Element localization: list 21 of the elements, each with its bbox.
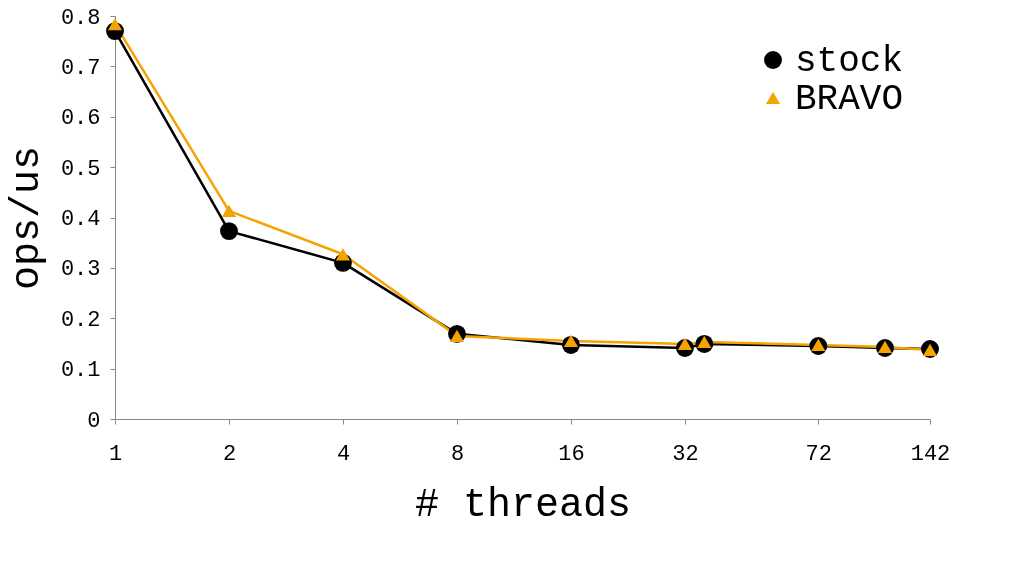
y-tick-label: 0.7 <box>60 55 101 81</box>
x-tick-label: 8 <box>450 441 465 467</box>
y-axis-title: ops/us <box>4 145 50 291</box>
y-tick-label: 0.4 <box>60 207 101 232</box>
y-tick-label: 0.8 <box>60 5 101 31</box>
y-tick-label: 0.3 <box>60 257 101 283</box>
x-tick-label: 1 <box>108 441 123 467</box>
x-tick-label: 16 <box>558 441 585 467</box>
x-tick-label: 142 <box>910 441 951 467</box>
x-tick-label: 4 <box>336 441 351 467</box>
x-tick-label: 2 <box>222 441 237 467</box>
x-tick-label: 32 <box>672 441 699 467</box>
y-tick-label: 0 <box>87 408 101 434</box>
y-tick-label: 0.1 <box>60 358 101 384</box>
x-axis-title: # threads <box>414 482 632 528</box>
x-tick-label: 72 <box>805 441 833 467</box>
legend-label: stock <box>795 41 904 82</box>
legend-label: BRAVO <box>795 79 904 120</box>
y-tick-label: 0.6 <box>60 106 101 132</box>
y-tick-label: 0.5 <box>60 156 101 182</box>
y-tick-label: 0.2 <box>60 307 101 333</box>
